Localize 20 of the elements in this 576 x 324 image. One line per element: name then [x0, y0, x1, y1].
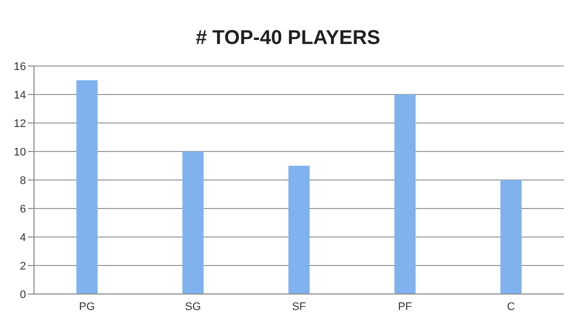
y-tick-label: 2	[20, 260, 26, 272]
y-tick-label: 12	[14, 118, 26, 130]
bar	[182, 152, 204, 294]
bar	[394, 94, 416, 294]
x-tick-label: PG	[79, 300, 95, 313]
y-tick-label: 14	[14, 89, 26, 102]
x-tick-label: SF	[292, 300, 306, 313]
bar	[500, 180, 522, 294]
bar	[76, 80, 98, 294]
y-tick-label: 10	[14, 146, 26, 158]
x-tick-label: C	[507, 300, 516, 313]
x-tick-label: SG	[185, 300, 201, 313]
y-tick-label: 16	[14, 60, 26, 73]
y-tick-label: 6	[20, 203, 26, 216]
chart-title: # TOP-40 PLAYERS	[194, 26, 382, 50]
y-tick-label: 8	[20, 174, 26, 187]
y-tick-label: 0	[20, 288, 26, 301]
x-tick-label: PF	[398, 300, 412, 313]
bar	[288, 166, 310, 294]
y-tick-label: 4	[20, 232, 26, 244]
